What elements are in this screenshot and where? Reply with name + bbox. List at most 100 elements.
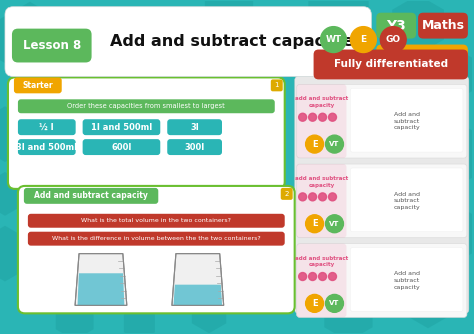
Text: 300l: 300l [184,143,205,152]
Circle shape [328,113,337,121]
Text: ½ l: ½ l [39,123,54,132]
FancyBboxPatch shape [18,99,275,113]
Polygon shape [56,296,94,334]
FancyBboxPatch shape [28,214,285,228]
FancyBboxPatch shape [14,77,62,93]
Circle shape [309,113,317,121]
Text: E: E [312,219,318,228]
Text: 2: 2 [284,191,289,197]
FancyBboxPatch shape [167,139,222,155]
Text: Order these capacities from smallest to largest: Order these capacities from smallest to … [67,103,225,109]
Circle shape [309,273,317,281]
FancyBboxPatch shape [314,49,468,79]
Text: add and subtract
capacity: add and subtract capacity [295,256,348,267]
Circle shape [380,27,406,52]
FancyBboxPatch shape [5,7,371,76]
Text: Add and subtract capacities: Add and subtract capacities [110,34,364,49]
Circle shape [309,193,317,201]
FancyBboxPatch shape [297,244,346,317]
Text: grammarsaurus.co.uk: grammarsaurus.co.uk [380,52,464,58]
Polygon shape [0,172,24,216]
Text: Add and
subtract
capacity: Add and subtract capacity [393,192,420,210]
Text: 3l and 500ml: 3l and 500ml [16,143,77,152]
Polygon shape [78,273,124,305]
Circle shape [306,295,324,312]
FancyBboxPatch shape [376,13,416,39]
Circle shape [299,193,307,201]
Circle shape [383,50,393,60]
Text: What is the difference in volume between the the two containers?: What is the difference in volume between… [52,236,261,241]
Polygon shape [308,0,369,39]
Text: Maths: Maths [421,19,465,32]
FancyBboxPatch shape [82,119,160,135]
FancyBboxPatch shape [350,168,463,232]
Circle shape [326,215,344,233]
Polygon shape [21,257,59,300]
FancyBboxPatch shape [28,232,285,245]
Polygon shape [260,252,298,295]
Text: What is the total volume in the two containers?: What is the total volume in the two cont… [82,218,231,223]
Text: GO: GO [386,35,401,44]
FancyBboxPatch shape [350,89,463,152]
FancyBboxPatch shape [297,85,346,158]
FancyBboxPatch shape [167,119,222,135]
Circle shape [306,135,324,153]
Text: Starter: Starter [23,81,53,90]
Text: Lesson 8: Lesson 8 [23,39,81,52]
Polygon shape [192,294,226,333]
Circle shape [319,113,327,121]
FancyBboxPatch shape [297,164,467,238]
Text: WT: WT [326,35,342,44]
Text: 🌿: 🌿 [387,53,390,58]
Polygon shape [434,206,474,262]
Polygon shape [75,254,127,305]
Polygon shape [173,285,222,305]
Circle shape [320,27,346,52]
Circle shape [326,135,344,153]
FancyBboxPatch shape [18,186,295,313]
FancyBboxPatch shape [350,247,463,311]
Circle shape [328,193,337,201]
Text: VT: VT [329,300,340,306]
Text: E: E [312,299,318,308]
Circle shape [319,273,327,281]
FancyBboxPatch shape [376,44,468,66]
FancyBboxPatch shape [18,139,76,155]
Text: 600l: 600l [111,143,132,152]
Polygon shape [124,305,155,334]
FancyBboxPatch shape [295,76,469,313]
Text: E: E [360,35,366,44]
Polygon shape [172,254,224,305]
FancyBboxPatch shape [297,164,346,238]
FancyBboxPatch shape [24,188,158,204]
Polygon shape [430,122,474,186]
Circle shape [328,273,337,281]
Circle shape [299,113,307,121]
Text: Add and
subtract
capacity: Add and subtract capacity [393,272,420,290]
Polygon shape [437,49,474,99]
FancyBboxPatch shape [8,77,285,189]
Text: add and subtract
capacity: add and subtract capacity [295,96,348,108]
Circle shape [299,273,307,281]
Polygon shape [392,0,444,54]
Polygon shape [324,286,373,334]
Text: E: E [312,140,318,149]
Polygon shape [0,2,63,77]
FancyBboxPatch shape [281,188,292,200]
Circle shape [306,215,324,233]
FancyBboxPatch shape [82,139,160,155]
Text: add and subtract
capacity: add and subtract capacity [295,176,348,188]
Polygon shape [0,106,29,162]
Text: VT: VT [329,221,340,227]
Text: Fully differentiated: Fully differentiated [334,59,448,69]
Text: Y3: Y3 [386,19,406,33]
FancyBboxPatch shape [271,79,283,91]
Text: 1l and 500ml: 1l and 500ml [91,123,152,132]
Text: 3l: 3l [190,123,199,132]
Circle shape [326,295,344,312]
Text: 1: 1 [274,82,279,89]
Polygon shape [0,226,29,282]
FancyBboxPatch shape [418,13,468,39]
FancyBboxPatch shape [297,244,467,317]
Text: Add and subtract capacity: Add and subtract capacity [34,191,148,200]
